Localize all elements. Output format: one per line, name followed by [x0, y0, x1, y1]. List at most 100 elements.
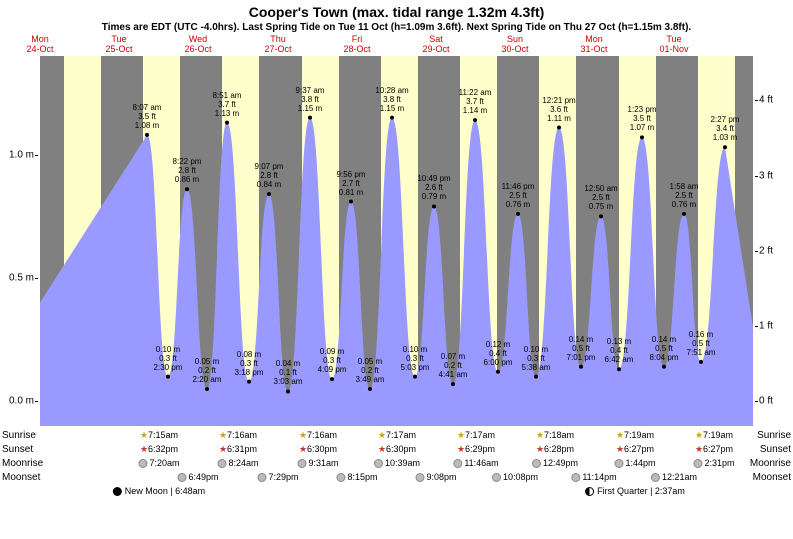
moonrise-icon: [217, 459, 226, 468]
date-label: Fri28-Oct: [343, 34, 370, 54]
tide-point-label: 0.14 m0.5 ft8:04 pm: [650, 335, 679, 362]
tide-point-label: 0.12 m0.4 ft6:00 pm: [484, 340, 513, 367]
sunset-icon: ★: [219, 444, 227, 454]
moonset-icon: [336, 473, 345, 482]
moonset-label-left: Moonset: [2, 472, 40, 483]
y-axis-left: 0.0 m0.5 m1.0 m: [0, 56, 38, 426]
moonset-row-item: 12:21am: [651, 472, 697, 482]
tide-point-label: 0.13 m0.4 ft6:42 am: [605, 337, 634, 364]
sunset-icon: ★: [536, 444, 544, 454]
moon-phase: New Moon | 6:48am: [113, 486, 205, 496]
moonrise-icon: [693, 459, 702, 468]
moonrise-row-item: 8:24am: [217, 458, 258, 468]
sunset-row-item: ★6:30pm: [378, 444, 416, 455]
moonset-icon: [492, 473, 501, 482]
moonrise-icon: [138, 459, 147, 468]
moonrise-label-right: Moonrise: [750, 458, 791, 469]
tide-point-label: 8:51 am3.7 ft1.13 m: [213, 91, 242, 118]
sunset-row-item: ★6:27pm: [695, 444, 733, 455]
sunset-row-item: ★6:31pm: [219, 444, 257, 455]
y-tick-right: 4 ft: [759, 95, 773, 106]
plot-area: 8:07 am3.5 ft1.08 m 0.10 m0.3 ft2:30 pm 8:…: [40, 56, 753, 426]
moonrise-row-item: 12:49pm: [532, 458, 578, 468]
tide-point-label: 0.07 m0.2 ft4:41 am: [439, 352, 468, 379]
moonrise-icon: [453, 459, 462, 468]
date-label: Thu27-Oct: [264, 34, 291, 54]
tide-point-label: 9:07 pm2.8 ft0.84 m: [255, 162, 284, 189]
moonrise-icon: [614, 459, 623, 468]
sunrise-icon: ★: [616, 430, 624, 440]
moonset-icon: [571, 473, 580, 482]
moonset-label-right: Moonset: [753, 472, 791, 483]
moonset-row-item: 8:15pm: [336, 472, 377, 482]
tide-point-label: 1:58 am2.5 ft0.76 m: [670, 182, 699, 209]
tide-point-label: 12:21 pm3.6 ft1.11 m: [542, 96, 575, 123]
moonrise-row-item: 9:31am: [297, 458, 338, 468]
moonrise-label-left: Moonrise: [2, 458, 43, 469]
sunset-label-right: Sunset: [760, 444, 791, 455]
moonrise-icon: [297, 459, 306, 468]
sunrise-label-left: Sunrise: [2, 430, 36, 441]
moonrise-row-item: 1:44pm: [614, 458, 655, 468]
sunrise-icon: ★: [140, 430, 148, 440]
sunrise-icon: ★: [378, 430, 386, 440]
y-tick-left: 1.0 m: [9, 149, 34, 160]
sunset-row-item: ★6:30pm: [299, 444, 337, 455]
sunrise-row-item: ★7:18am: [536, 430, 574, 441]
sunset-icon: ★: [378, 444, 386, 454]
tide-point-label: 0.10 m0.3 ft5:03 pm: [401, 345, 430, 372]
sunset-icon: ★: [616, 444, 624, 454]
y-tick-right: 1 ft: [759, 321, 773, 332]
sunset-icon: ★: [299, 444, 307, 454]
tide-point-label: 0.05 m0.2 ft3:49 am: [356, 357, 385, 384]
moonrise-icon: [374, 459, 383, 468]
sunrise-icon: ★: [457, 430, 465, 440]
sunrise-row-item: ★7:19am: [695, 430, 733, 441]
moonrise-row-item: 10:39am: [374, 458, 420, 468]
moonrise-icon: [532, 459, 541, 468]
moonset-row-item: 11:14pm: [571, 472, 616, 482]
moonrise-row-item: 2:31pm: [693, 458, 734, 468]
moonset-icon: [257, 473, 266, 482]
moonrise-row-item: 7:20am: [138, 458, 179, 468]
sunrise-row-item: ★7:19am: [616, 430, 654, 441]
tide-point-label: 0.05 m0.2 ft2:20 am: [193, 357, 222, 384]
sunrise-icon: ★: [219, 430, 227, 440]
tide-point-label: 0.10 m0.3 ft2:30 pm: [154, 345, 183, 372]
tide-point-label: 9:56 pm2.7 ft0.81 m: [337, 170, 366, 197]
tide-point-label: 9:37 am3.8 ft1.15 m: [296, 86, 325, 113]
sunrise-icon: ★: [299, 430, 307, 440]
sunrise-row-item: ★7:15am: [140, 430, 178, 441]
chart-title: Cooper's Town (max. tidal range 1.32m 4.…: [0, 0, 793, 20]
moon-phase-icon: [585, 487, 594, 496]
tide-point-label: 10:49 pm2.6 ft0.79 m: [417, 174, 450, 201]
moonset-icon: [177, 473, 186, 482]
moonset-row-item: 10:08pm: [492, 472, 538, 482]
date-label: Wed26-Oct: [184, 34, 211, 54]
sunrise-icon: ★: [536, 430, 544, 440]
sunset-icon: ★: [457, 444, 465, 454]
tide-point-label: 8:22 pm2.8 ft0.86 m: [173, 157, 202, 184]
sunset-icon: ★: [695, 444, 703, 454]
moonset-icon: [651, 473, 660, 482]
tide-point-label: 12:50 am2.5 ft0.75 m: [584, 184, 617, 211]
sunrise-icon: ★: [695, 430, 703, 440]
moon-phase-icon: [113, 487, 122, 496]
sunset-label-left: Sunset: [2, 444, 33, 455]
tide-point-label: 1:23 pm3.5 ft1.07 m: [628, 105, 657, 132]
sunset-row-item: ★6:29pm: [457, 444, 495, 455]
moonset-icon: [415, 473, 424, 482]
tide-point-label: 2:27 pm3.4 ft1.03 m: [711, 115, 740, 142]
sunrise-row-item: ★7:17am: [378, 430, 416, 441]
moon-phase: First Quarter | 2:37am: [585, 486, 685, 496]
tide-point-label: 0.16 m0.5 ft7:51 am: [687, 330, 716, 357]
tide-point-label: 0.10 m0.3 ft5:38 am: [522, 345, 551, 372]
date-label: Sat29-Oct: [422, 34, 449, 54]
date-label: Mon31-Oct: [580, 34, 607, 54]
tide-point-label: 10:28 am3.8 ft1.15 m: [375, 86, 408, 113]
date-label: Tue25-Oct: [105, 34, 132, 54]
date-label: Mon24-Oct: [26, 34, 53, 54]
y-tick-left: 0.5 m: [9, 273, 34, 284]
sunset-icon: ★: [140, 444, 148, 454]
tide-point-label: 8:07 am3.5 ft1.08 m: [133, 103, 162, 130]
